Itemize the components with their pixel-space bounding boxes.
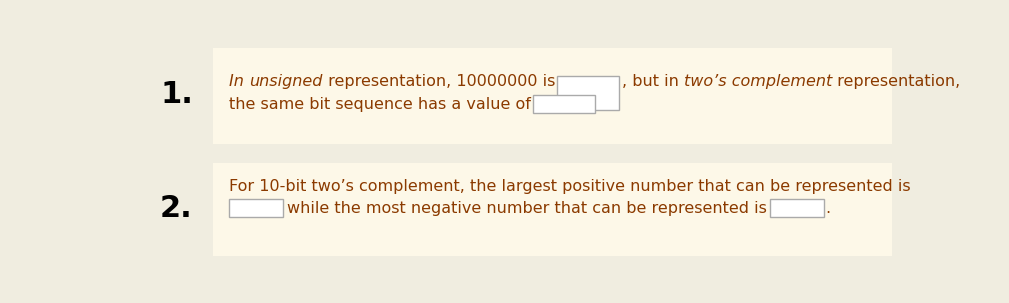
Text: unsigned: unsigned — [249, 74, 323, 88]
Text: 1.: 1. — [160, 80, 193, 108]
Text: , but in: , but in — [622, 74, 684, 88]
Text: two’s complement: two’s complement — [684, 74, 831, 88]
FancyBboxPatch shape — [213, 163, 892, 256]
Text: 2.: 2. — [160, 194, 193, 223]
Bar — [770, 199, 823, 217]
Text: representation, 10000000 is: representation, 10000000 is — [323, 74, 555, 88]
Bar — [229, 199, 284, 217]
Text: while the most negative number that can be represented is: while the most negative number that can … — [288, 201, 767, 215]
FancyBboxPatch shape — [213, 48, 892, 144]
Bar — [557, 76, 620, 109]
Text: .: . — [825, 201, 830, 215]
Text: .: . — [597, 97, 602, 112]
Bar — [534, 95, 595, 113]
Text: the same bit sequence has a value of: the same bit sequence has a value of — [229, 97, 531, 112]
Text: In: In — [229, 74, 249, 88]
Text: representation,: representation, — [831, 74, 961, 88]
Text: For 10-bit two’s complement, the largest positive number that can be represented: For 10-bit two’s complement, the largest… — [229, 179, 911, 194]
